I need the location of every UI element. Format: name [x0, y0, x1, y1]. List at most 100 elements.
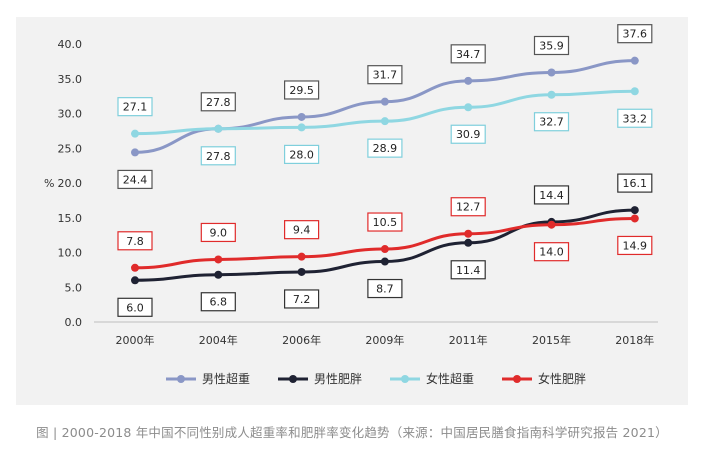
male-overweight-label-box [367, 65, 403, 85]
female-overweight-point [131, 129, 139, 138]
female-obese-point [380, 245, 389, 254]
male-overweight-label-text: 31.7 [373, 69, 398, 82]
x-tick-label: 2000年 [116, 333, 155, 347]
male-overweight-value-label: 29.5 [284, 80, 320, 100]
y-tick-label: 10.0 [58, 247, 83, 260]
female-overweight-value-label: 27.1 [117, 97, 153, 117]
male-obese-value-label: 6.0 [117, 297, 153, 317]
male-obese-point [131, 276, 139, 285]
figure-caption: 图 | 2000-2018 年中国不同性别成人超重率和肥胖率变化趋势（来源：中国… [36, 425, 668, 440]
male-obese-label-text: 8.7 [376, 283, 394, 296]
female-overweight-label-box [533, 112, 570, 132]
male-overweight-label-text: 37.6 [623, 28, 648, 41]
y-axis-label: % [44, 177, 54, 190]
male-overweight-label-box [117, 169, 153, 190]
female-obese-point [464, 229, 473, 238]
male-obese-label-text: 6.8 [210, 296, 228, 309]
legend-item-female-overweight: 女性超重 [390, 371, 474, 386]
female-obese-label-text: 10.5 [373, 216, 398, 229]
female-overweight-point [380, 117, 389, 126]
female-obese-value-label: 14.9 [617, 235, 653, 256]
legend-label: 男性肥胖 [314, 372, 362, 386]
female-obese-point [214, 255, 223, 264]
male-obese-label-box [367, 278, 403, 299]
y-tick-label: 40.0 [58, 38, 83, 51]
female-obese-point [547, 220, 556, 229]
male-obese-label-text: 11.4 [456, 264, 481, 277]
male-overweight-value-label: 34.7 [450, 44, 486, 64]
y-tick-label: 0.0 [65, 316, 83, 329]
male-obese-value-label: 8.7 [367, 278, 403, 299]
female-overweight-label-text: 28.9 [373, 142, 398, 155]
chart-panel: 0.0 5.0 10.0 15.0 20.0 25.0 30.0 35.0 40.0% 2000年… [16, 17, 688, 405]
female-overweight-value-label: 32.7 [533, 112, 570, 132]
legend-label: 女性超重 [426, 371, 474, 386]
female-obese-value-label: 12.7 [450, 197, 486, 217]
male-obese-label-box [533, 185, 570, 205]
x-tick-label: 2009年 [365, 333, 404, 347]
legend: 男性超重 男性肥胖 女性超重 女性肥胖 [166, 371, 586, 386]
y-tick-label: 15.0 [58, 212, 83, 225]
male-obese-label-box [450, 260, 486, 280]
x-tick-label: 2004年 [199, 333, 238, 347]
x-tick-label: 2011年 [449, 333, 488, 347]
male-overweight-value-label: 24.4 [117, 169, 153, 190]
male-obese-value-label: 14.4 [533, 185, 570, 205]
female-obese-label-text: 9.4 [293, 224, 311, 237]
data-labels: 24.4 27.8 29.5 31.7 34.7 35.9 37.6 6.0 6.8 7.2 8.7… [117, 24, 653, 317]
female-overweight-label-text: 30.9 [456, 128, 481, 141]
male-overweight-value-label: 27.8 [200, 92, 236, 112]
female-obese-label-box [284, 220, 320, 240]
female-obese-value-label: 10.5 [367, 212, 403, 232]
male-overweight-label-box [200, 92, 236, 112]
female-overweight-point [297, 123, 306, 132]
female-overweight-label-text: 27.8 [206, 150, 231, 163]
female-overweight-label-text: 32.7 [539, 116, 564, 129]
male-obese-label-text: 16.1 [623, 177, 648, 190]
male-overweight-label-box [284, 80, 320, 100]
male-overweight-value-label: 37.6 [617, 24, 653, 44]
y-tick-label: 5.0 [65, 281, 83, 294]
series-lines [131, 56, 639, 285]
female-overweight-label-text: 33.2 [623, 112, 648, 125]
male-obese-label-box [117, 297, 153, 317]
legend-item-male-overweight: 男性超重 [166, 371, 250, 386]
female-obese-label-box [117, 231, 153, 251]
male-obese-label-text: 6.0 [126, 301, 144, 314]
male-overweight-label-text: 35.9 [539, 39, 564, 52]
female-obese-point [297, 252, 306, 261]
male-obese-value-label: 11.4 [450, 260, 486, 280]
male-obese-point [464, 238, 473, 247]
male-obese-point [380, 257, 389, 266]
female-overweight-label-box [617, 108, 653, 128]
female-overweight-value-label: 27.8 [200, 146, 236, 166]
male-overweight-label-text: 29.5 [289, 84, 314, 97]
line-chart: 0.0 5.0 10.0 15.0 20.0 25.0 30.0 35.0 40.0% 2000年… [44, 24, 658, 386]
male-obese-label-box [284, 289, 320, 309]
male-obese-value-label: 6.8 [200, 292, 236, 312]
female-obese-label-box [533, 242, 570, 262]
female-obese-point [131, 263, 139, 272]
female-overweight-label-box [367, 138, 403, 158]
x-tick-label: 2018年 [615, 333, 654, 347]
male-overweight-point [464, 76, 473, 85]
male-obese-point [297, 267, 306, 276]
male-overweight-label-box [617, 24, 653, 44]
legend-label: 女性肥胖 [538, 371, 586, 386]
male-overweight-point [630, 56, 639, 65]
male-overweight-point [547, 68, 556, 77]
female-obese-point [630, 214, 639, 223]
female-overweight-value-label: 28.9 [367, 138, 403, 158]
x-tick-label: 2006年 [282, 333, 321, 347]
female-obese-label-text: 9.0 [210, 226, 228, 239]
x-tick-label: 2015年 [532, 333, 571, 347]
y-tick-label: 30.0 [58, 108, 83, 121]
female-overweight-label-box [117, 97, 153, 117]
male-obese-point [630, 206, 639, 215]
female-overweight-value-label: 28.0 [284, 144, 320, 164]
male-obese-value-label: 16.1 [617, 173, 653, 193]
male-obese-label-text: 7.2 [293, 293, 311, 306]
female-overweight-label-box [284, 144, 320, 164]
male-overweight-label-box [533, 35, 570, 56]
female-overweight-point [630, 87, 639, 96]
